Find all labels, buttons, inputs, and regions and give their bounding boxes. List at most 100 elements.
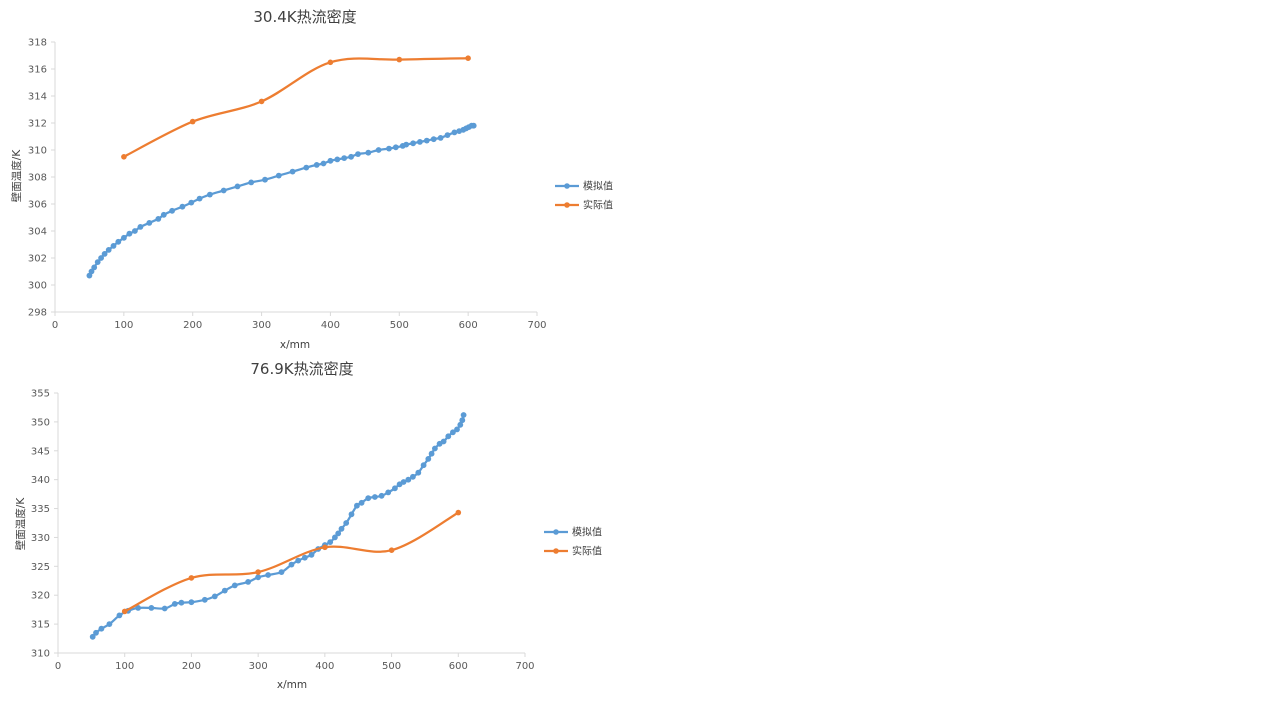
series-line-sim [88, 124, 474, 277]
data-point [234, 183, 241, 190]
data-point [338, 525, 345, 532]
data-point [386, 145, 392, 152]
legend-marker [564, 183, 570, 189]
chart-1: 30.4K热流密度 0 100 200 300 400 500 600 700 298 300 302… [10, 8, 613, 351]
data-point [211, 593, 218, 600]
legend-label: 模拟值 [572, 526, 602, 539]
data-point [320, 160, 327, 167]
data-point [444, 132, 451, 139]
data-point [258, 98, 265, 105]
data-point [378, 492, 385, 499]
data-point [440, 438, 447, 445]
x-tick-label: 300 [249, 661, 268, 672]
data-point [289, 168, 296, 175]
y-tick-label: 345 [31, 446, 50, 457]
data-point [196, 195, 203, 202]
data-point [161, 605, 168, 612]
data-point [396, 56, 403, 63]
data-point [137, 224, 144, 230]
data-point [262, 176, 268, 183]
data-point [91, 264, 98, 271]
x-tick-label: 300 [252, 320, 271, 331]
data-point [445, 433, 452, 440]
data-point [160, 211, 167, 218]
data-point [327, 59, 334, 66]
data-point [470, 122, 477, 129]
data-point [106, 621, 113, 627]
y-axis-label: 壁面温度/K [10, 149, 23, 203]
x-axis-label: x/mm [277, 679, 307, 691]
data-point [341, 155, 348, 162]
y-tick-label: 310 [31, 649, 50, 660]
data-point [148, 605, 155, 611]
y-tick-label: 350 [31, 417, 50, 428]
y-tick-label: 306 [28, 200, 47, 211]
legend-marker [553, 529, 559, 535]
data-point [275, 172, 282, 179]
legend-label: 实际值 [583, 199, 613, 212]
chart-panel-1: 30.4K热流密度 0 100 200 300 400 500 600 700 298 300 302… [0, 0, 640, 360]
data-point [388, 547, 395, 553]
data-point [105, 247, 112, 253]
data-point [343, 520, 350, 526]
data-point [101, 251, 108, 257]
y-tick-label: 302 [28, 254, 47, 265]
data-point [428, 450, 435, 457]
data-point [400, 479, 407, 485]
y-tick-label: 314 [28, 92, 47, 103]
data-point [255, 574, 261, 581]
data-point [110, 243, 117, 249]
y-tick-label: 340 [31, 475, 50, 486]
data-point [465, 55, 471, 61]
y-tick-label: 312 [28, 119, 47, 130]
x-tick-label: 700 [515, 661, 534, 672]
chart-title: 30.4K热流密度 [253, 8, 356, 26]
data-point [332, 534, 338, 541]
y-tick-label: 304 [28, 227, 47, 238]
data-point [354, 502, 360, 509]
y-tick-label: 335 [31, 504, 50, 515]
data-point [405, 476, 412, 483]
y-axis-label: 壁面温度/K [14, 497, 27, 551]
data-point [308, 551, 315, 558]
data-point [255, 569, 261, 575]
data-point [220, 187, 227, 194]
x-tick-label: 0 [52, 320, 58, 331]
data-point [121, 234, 127, 241]
data-point [188, 575, 195, 581]
data-point [116, 612, 123, 619]
data-point [355, 151, 361, 158]
x-axis-label: x/mm [280, 339, 310, 351]
data-point [121, 154, 127, 160]
series-line-sim [91, 414, 465, 638]
data-point [179, 203, 186, 210]
data-point [454, 426, 460, 433]
data-point [231, 582, 238, 589]
data-point [189, 118, 196, 125]
y-tick-label: 298 [28, 308, 47, 319]
x-tick-label: 500 [390, 320, 409, 331]
data-point [410, 473, 416, 480]
data-point [146, 220, 153, 226]
data-point [392, 485, 398, 492]
data-point [98, 625, 105, 632]
data-point [403, 141, 410, 148]
data-point [425, 456, 432, 462]
x-tick-label: 400 [321, 320, 340, 331]
data-point [372, 494, 378, 500]
data-point [94, 259, 101, 265]
y-tick-label: 315 [31, 620, 50, 631]
data-point [334, 156, 341, 163]
data-point [135, 605, 142, 611]
data-point [207, 191, 213, 198]
data-point [265, 572, 271, 578]
data-point [121, 608, 128, 615]
data-point [417, 139, 423, 145]
data-point [132, 228, 138, 234]
data-point [169, 207, 176, 214]
chart-2: 45.3K热流密度0100200300400500600700300305310… [640, 0, 1280, 360]
data-point [460, 412, 467, 418]
data-point [385, 489, 392, 496]
y-tick-label: 318 [28, 38, 47, 49]
